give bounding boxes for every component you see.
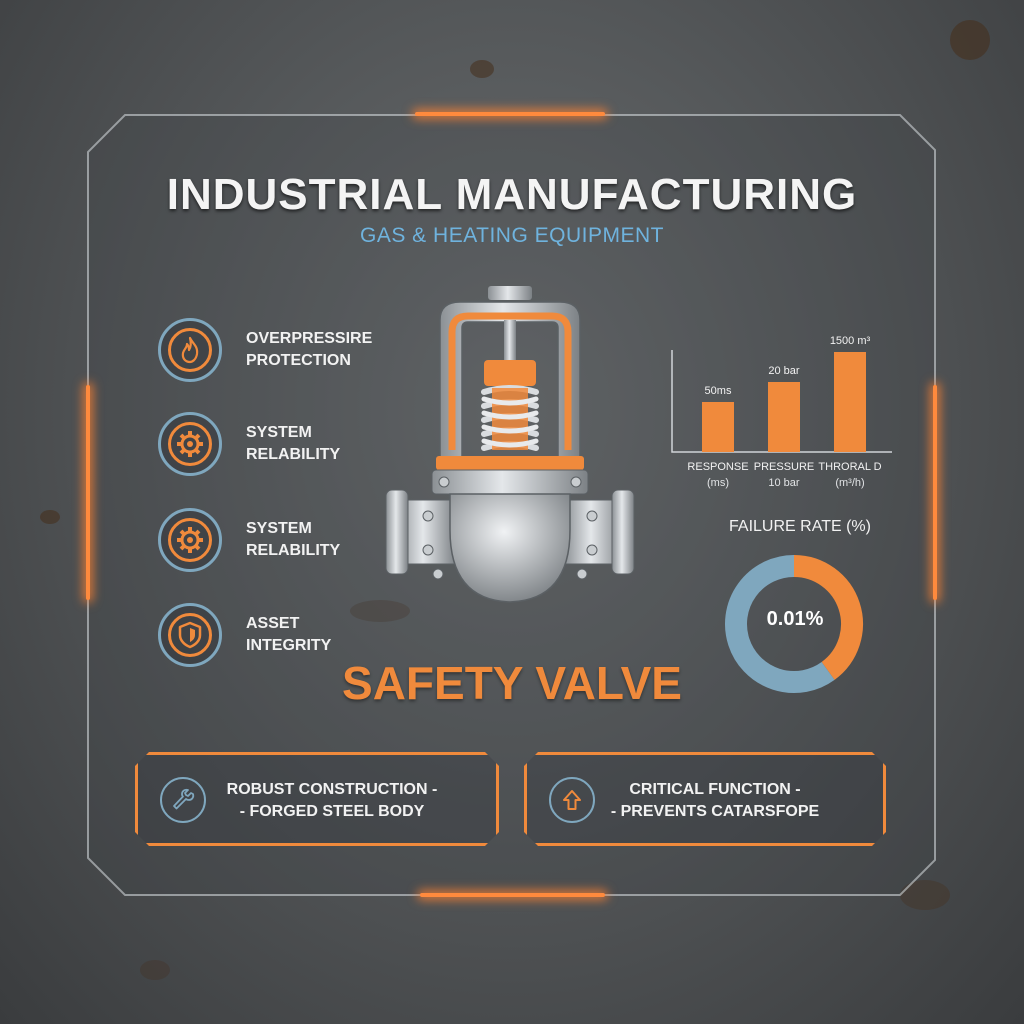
bar-2	[834, 352, 866, 452]
rust-stain	[350, 600, 410, 622]
bar-value-label: 20 bar	[768, 365, 800, 377]
feature-label: SYSTEM RELABILITY	[246, 520, 341, 559]
feature-icon-ring	[158, 318, 222, 382]
failure-rate-title: FAILURE RATE (%)	[729, 518, 871, 535]
bar-category-sublabel: 10 bar	[768, 477, 800, 489]
feature-reliability-1: SYSTEM RELABILITY	[158, 412, 388, 476]
feature-label: SYSTEM RELABILITY	[246, 424, 341, 463]
rust-stain	[40, 510, 60, 524]
gear-icon	[177, 431, 203, 457]
card-icon-ring	[549, 777, 595, 823]
donut-slice-1	[725, 555, 835, 693]
arrow-up-icon	[560, 788, 584, 812]
feature-label: OVERPRESSIRE PROTECTION	[246, 330, 373, 369]
rust-stain	[470, 60, 494, 78]
card-icon-ring	[160, 777, 206, 823]
frame-glow-right	[933, 385, 937, 600]
safety-valve-illustration	[385, 286, 635, 603]
page-subtitle: GAS & HEATING EQUIPMENT	[360, 224, 664, 247]
critical-function-card: CRITICAL FUNCTION -- PREVENTS CATARSFOPE	[524, 752, 886, 846]
feature-reliability-2: SYSTEM RELABILITY	[158, 508, 388, 572]
bar-0	[702, 402, 734, 452]
bar-value-label: 1500 m³	[830, 335, 871, 347]
performance-bar-chart: 50ms RESPONSE (ms) 20 bar PRESSURE 10 bar 1500…	[660, 330, 900, 500]
bar-chart-svg: 50ms RESPONSE (ms) 20 bar PRESSURE 10 bar 1500…	[671, 335, 892, 489]
product-name: SAFETY VALVE	[342, 657, 682, 709]
wrench-icon	[171, 788, 195, 812]
rust-stain	[900, 880, 950, 910]
bar-category-sublabel: (ms)	[707, 477, 729, 489]
bar-category-label: PRESSURE	[754, 461, 815, 473]
page-title: INDUSTRIAL MANUFACTURING	[166, 170, 858, 219]
bar-category-label: THRORAL D	[818, 461, 881, 473]
bar-category-sublabel: (m³/h)	[835, 477, 864, 489]
frame-glow-bottom	[420, 893, 605, 897]
feature-overpressure: OVERPRESSIRE PROTECTION	[158, 318, 388, 382]
card-text: CRITICAL FUNCTION -- PREVENTS CATARSFOPE	[610, 781, 820, 820]
feature-label: ASSET INTEGRITY	[246, 615, 332, 654]
gear-icon	[177, 527, 203, 553]
rust-stain	[950, 20, 990, 60]
failure-rate-value: 0.01%	[766, 608, 824, 630]
bar-chart-axis	[671, 350, 892, 453]
failure-rate-donut	[725, 555, 863, 693]
feature-asset-integrity: ASSET INTEGRITY	[158, 603, 388, 667]
donut-slice-0	[793, 555, 863, 680]
flame-icon	[181, 336, 199, 364]
shield-icon	[178, 621, 202, 649]
bar-value-label: 50ms	[705, 385, 732, 397]
bar-1	[768, 382, 800, 452]
frame-glow-top	[415, 112, 605, 116]
rust-stain	[140, 960, 170, 980]
bar-category-label: RESPONSE	[687, 461, 748, 473]
feature-icon-ring	[158, 603, 222, 667]
card-text: ROBUST CONSTRUCTION -- FORGED STEEL BODY	[226, 781, 438, 820]
construction-card: ROBUST CONSTRUCTION -- FORGED STEEL BODY	[135, 752, 499, 846]
feature-icon-ring	[158, 508, 222, 572]
feature-icon-ring	[158, 412, 222, 476]
frame-glow-left	[86, 385, 90, 600]
